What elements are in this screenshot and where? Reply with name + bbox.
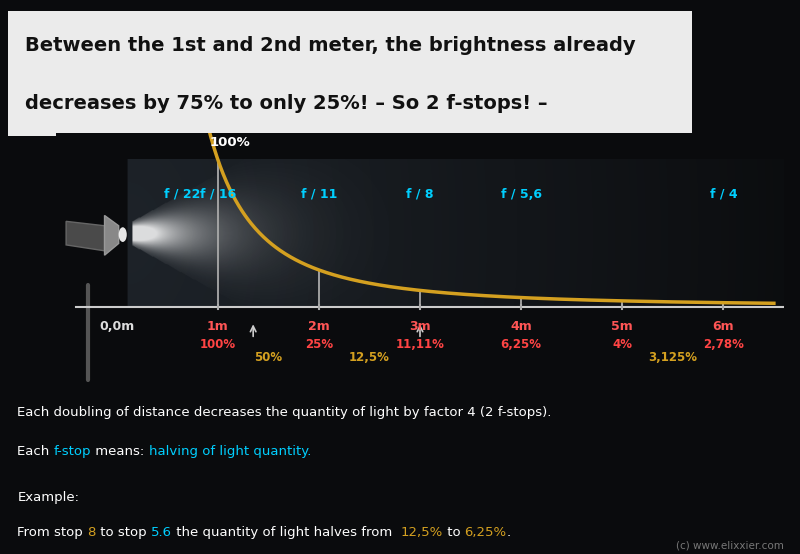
Text: From stop: From stop <box>18 526 87 538</box>
Text: 6m: 6m <box>713 320 734 333</box>
Text: f-stop: f-stop <box>54 445 91 458</box>
Text: Each doubling of distance decreases the quantity of light by factor 4 (2 f-stops: Each doubling of distance decreases the … <box>18 406 552 419</box>
Text: 3,125%: 3,125% <box>648 351 698 364</box>
Text: 5.6: 5.6 <box>150 526 172 538</box>
Text: means:: means: <box>91 445 149 458</box>
Text: f / 16: f / 16 <box>200 188 236 201</box>
Text: 2,78%: 2,78% <box>703 338 744 351</box>
Text: 12,5%: 12,5% <box>349 351 390 364</box>
Text: 11,11%: 11,11% <box>395 338 445 351</box>
Text: 3m: 3m <box>409 320 431 333</box>
Text: Each: Each <box>18 445 54 458</box>
Polygon shape <box>105 216 118 255</box>
Text: 0,0m: 0,0m <box>99 320 134 333</box>
Text: 12,5%: 12,5% <box>401 526 442 538</box>
Text: Between the 1st and 2nd meter, the brightness already: Between the 1st and 2nd meter, the brigh… <box>25 37 636 55</box>
Ellipse shape <box>118 227 126 242</box>
Text: 8: 8 <box>87 526 96 538</box>
Text: f / 5,6: f / 5,6 <box>501 188 542 201</box>
Text: (c) www.elixxier.com: (c) www.elixxier.com <box>676 541 784 551</box>
Text: 4m: 4m <box>510 320 532 333</box>
Text: 1m: 1m <box>207 320 229 333</box>
Text: the quantity of light halves from: the quantity of light halves from <box>172 526 401 538</box>
Text: 100%: 100% <box>210 136 250 149</box>
Text: 6,25%: 6,25% <box>465 526 506 538</box>
Text: .: . <box>506 526 510 538</box>
Text: f / 8: f / 8 <box>406 188 434 201</box>
Text: f / 4: f / 4 <box>710 188 737 201</box>
Text: 5m: 5m <box>611 320 633 333</box>
Text: 4%: 4% <box>612 338 632 351</box>
Text: 6,25%: 6,25% <box>501 338 542 351</box>
Text: halving of light quantity.: halving of light quantity. <box>149 445 311 458</box>
Text: Example:: Example: <box>18 491 79 504</box>
Text: to stop: to stop <box>96 526 150 538</box>
Text: decreases by 75% to only 25%! – So 2 f-stops! –: decreases by 75% to only 25%! – So 2 f-s… <box>25 94 547 113</box>
Text: 100%: 100% <box>200 338 236 351</box>
Text: 25%: 25% <box>305 338 333 351</box>
Text: f / 22: f / 22 <box>164 188 201 201</box>
Text: f / 11: f / 11 <box>301 188 337 201</box>
Text: 50%: 50% <box>254 351 282 364</box>
Text: to: to <box>442 526 465 538</box>
Polygon shape <box>66 222 105 251</box>
Text: 2m: 2m <box>308 320 330 333</box>
